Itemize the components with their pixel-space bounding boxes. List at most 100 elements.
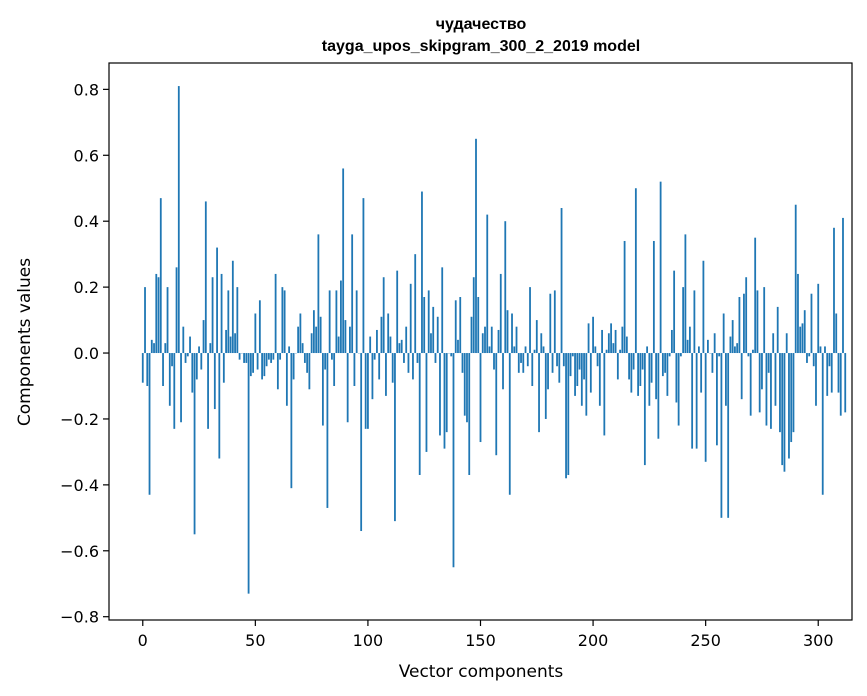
x-axis-ticks: 0 50 100 150 200 250 300 (138, 620, 834, 650)
bar-169 (522, 353, 525, 373)
bar-16 (177, 86, 180, 354)
bar-78 (317, 234, 320, 354)
bar-175 (535, 320, 538, 354)
bar-222 (641, 353, 644, 370)
bar-71 (301, 343, 304, 354)
bar-130 (434, 353, 437, 363)
bar-57 (270, 353, 273, 363)
bar-107 (382, 277, 385, 354)
bar-50 (254, 313, 257, 354)
bar-2 (146, 353, 149, 386)
bar-47 (247, 353, 250, 594)
bar-6 (155, 273, 158, 354)
bar-270 (749, 353, 752, 416)
bar-89 (342, 168, 345, 354)
bar-259 (725, 353, 727, 406)
bar-225 (648, 353, 651, 406)
bar-173 (531, 353, 534, 386)
bar-27 (202, 320, 205, 354)
bar-199 (589, 353, 592, 393)
bar-9 (162, 353, 164, 386)
bar-224 (646, 346, 649, 354)
bar-86 (335, 290, 338, 354)
bar-142 (461, 353, 464, 373)
bar-104 (376, 329, 378, 354)
bar-23 (193, 353, 196, 535)
bar-235 (670, 329, 673, 354)
bar-279 (770, 353, 772, 429)
bar-45 (243, 353, 245, 363)
bar-106 (380, 316, 383, 354)
bar-271 (752, 349, 754, 354)
bar-139 (454, 300, 457, 354)
bar-31 (211, 277, 214, 354)
bar-167 (517, 353, 520, 373)
bar-58 (272, 353, 275, 360)
bar-187 (562, 353, 565, 367)
bar-122 (416, 353, 419, 363)
bar-179 (544, 353, 547, 419)
bar-265 (738, 297, 741, 354)
bar-183 (553, 290, 556, 354)
bar-70 (299, 313, 302, 354)
bar-282 (776, 306, 779, 354)
bar-108 (385, 353, 387, 396)
bar-146 (470, 316, 473, 354)
bar-101 (369, 336, 372, 354)
bar-289 (792, 353, 795, 433)
bar-43 (238, 353, 241, 360)
bar-189 (567, 353, 570, 475)
bar-218 (632, 353, 635, 370)
bar-12 (168, 353, 171, 406)
y-tick-label: 0.0 (74, 344, 99, 363)
bar-275 (761, 353, 763, 390)
bar-204 (601, 329, 603, 354)
bar-227 (652, 240, 655, 354)
bar-277 (765, 353, 768, 426)
y-axis-ticks: −0.8 −0.6 −0.4 −0.2 0.0 0.2 0.4 0.6 0.8 (60, 80, 109, 627)
bar-274 (758, 353, 761, 413)
bar-88 (340, 280, 342, 354)
bar-52 (258, 300, 261, 354)
bar-3 (148, 353, 151, 495)
bar-77 (315, 326, 318, 354)
chart-subtitle: tayga_upos_skipgram_300_2_2019 model (322, 38, 640, 55)
bar-243 (688, 326, 691, 354)
bar-61 (279, 353, 282, 360)
bar-262 (731, 320, 734, 354)
bar-290 (794, 204, 797, 354)
bar-99 (364, 353, 367, 429)
bar-232 (664, 353, 667, 373)
bar-127 (427, 290, 430, 354)
bar-303 (824, 346, 826, 354)
bar-24 (195, 353, 198, 380)
bar-229 (657, 353, 660, 439)
bars-group (141, 86, 847, 594)
bar-305 (828, 353, 831, 367)
bar-17 (180, 353, 182, 423)
bar-21 (189, 336, 191, 354)
bar-93 (351, 234, 354, 354)
bar-246 (695, 353, 698, 449)
bar-5 (153, 343, 155, 354)
bar-299 (815, 353, 817, 406)
bar-25 (198, 346, 200, 354)
bar-120 (412, 353, 414, 380)
bar-266 (740, 353, 743, 400)
bar-280 (772, 333, 775, 354)
bar-141 (459, 297, 462, 354)
bar-196 (583, 353, 585, 380)
bar-287 (788, 353, 790, 459)
bar-54 (263, 353, 266, 377)
bar-177 (540, 333, 543, 354)
bar-55 (265, 353, 268, 367)
bar-75 (310, 333, 313, 354)
bar-258 (722, 313, 725, 354)
bar-217 (630, 353, 633, 393)
bar-37 (225, 329, 227, 354)
bar-281 (774, 353, 777, 406)
bar-185 (558, 353, 561, 383)
bar-114 (398, 343, 401, 354)
bar-273 (756, 290, 759, 354)
